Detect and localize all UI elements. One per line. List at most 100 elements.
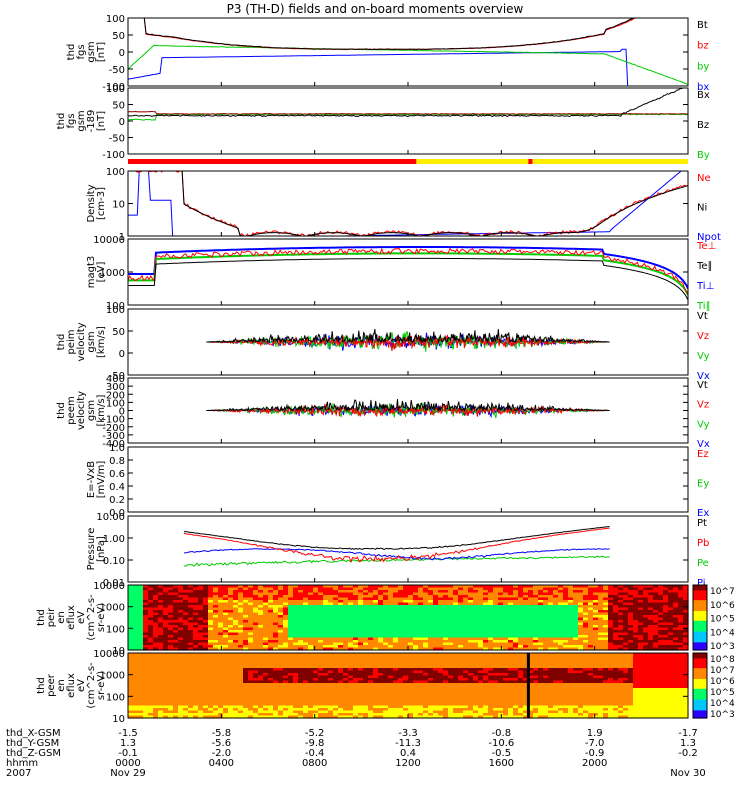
fgs-gsm-ylabel: fgs <box>66 113 77 128</box>
fgs-gsm-ylabel: -189 <box>86 110 97 133</box>
ion-spec-cells <box>128 585 689 651</box>
xaxis-tick-value: -0.5 <box>492 748 512 759</box>
xaxis-tick-value: 0400 <box>209 758 234 769</box>
peem-velocity-ylabel: peem <box>66 396 77 424</box>
bx-series <box>128 48 629 86</box>
peim-velocity-Vy-series <box>206 330 610 352</box>
Ti-par-series <box>128 252 688 296</box>
fgs-gse-legend-Bt: Bt <box>697 20 708 31</box>
elec-spec-ytick: 10000 <box>93 649 125 660</box>
xaxis-row-label: 2007 <box>6 768 31 779</box>
efield-ylabel: E=-VxB <box>86 461 97 498</box>
fgs-gse-ytick: -100 <box>102 82 125 93</box>
peem-velocity-Vt-series <box>206 399 610 413</box>
peim-velocity-legend-Vx: Vx <box>697 371 710 382</box>
Bz-series <box>128 110 688 115</box>
xaxis-tick-value: 1.3 <box>680 738 696 749</box>
pressure-ytick: 1.00 <box>103 534 125 545</box>
pressure-legend-Pt: Pt <box>697 518 707 529</box>
peim-velocity-ylabel: thd <box>56 334 67 351</box>
ion-spec-colorbar-tick: 10^4 <box>710 628 735 638</box>
xaxis-tick-value: Nov 30 <box>670 768 705 779</box>
elec-spec-colorbar <box>692 652 708 719</box>
elec-spec-ylabel: peer <box>46 673 57 697</box>
ion-spec-ylabel: thd <box>36 609 47 626</box>
peim-velocity-legend-Vy: Vy <box>697 351 710 362</box>
peem-velocity-ylabel: [km/s] <box>96 394 107 426</box>
xaxis-tick-value: -1.5 <box>118 728 138 739</box>
temperature-legend-Ti⊥: Ti⊥ <box>696 281 714 292</box>
fgs-gsm-ylabel: thd <box>56 113 67 130</box>
ion-spec-ytick: 10 <box>112 646 125 657</box>
elec-spec-ylabel: sr-eV) <box>96 671 107 700</box>
xaxis-tick-value: -5.6 <box>212 738 232 749</box>
xaxis-tick-value: 1.9 <box>587 728 603 739</box>
density-ytick: 100 <box>106 167 125 178</box>
efield-legend-Ex: Ex <box>697 508 709 519</box>
fgs-gse-ylabel: gsm <box>86 41 97 62</box>
peem-velocity-ytick: -300 <box>102 431 125 442</box>
elec-spec-colorbar-tick: 10^5 <box>710 688 735 698</box>
Ti-perp-series <box>128 246 688 289</box>
fgs-gsm-ytick: -100 <box>102 150 125 161</box>
Te-perp-series <box>128 247 688 295</box>
ion-spec-colorbar-tick: 10^7 <box>710 587 735 597</box>
ion-spec-colorbar-tick: 10^6 <box>710 601 735 611</box>
peim-velocity-ylabel: gsm <box>86 331 97 352</box>
elec-spec-ytick: 100 <box>106 692 125 703</box>
xaxis-tick-value: -5.2 <box>305 728 325 739</box>
peim-velocity-legend-Vt: Vt <box>697 311 708 322</box>
temperature-ytick: 100 <box>106 301 125 312</box>
Bx-series <box>128 88 686 118</box>
peem-velocity-ytick: 100 <box>106 398 125 409</box>
xaxis-tick-value: 1.3 <box>120 738 136 749</box>
temperature-ylabel: magt3 <box>86 256 97 289</box>
elec-spec-ylabel: eV <box>76 679 87 692</box>
efield-ytick: 0.6 <box>109 469 125 480</box>
fgs-gsm-legend-Bz: Bz <box>697 120 709 131</box>
Te-par-series <box>128 257 688 301</box>
efield-ytick: 0.8 <box>109 456 125 467</box>
xaxis-tick-value: 1200 <box>395 758 420 769</box>
xaxis-tick-value: -1.7 <box>678 728 698 739</box>
fgs-gsm-ytick: 50 <box>112 101 125 112</box>
efield-ytick: 0.0 <box>109 508 125 519</box>
peem-velocity-ytick: -100 <box>102 415 125 426</box>
pressure-ylabel: Pressure <box>86 528 97 571</box>
density-legend-Ni: Ni <box>697 203 707 214</box>
xaxis-row-label: thd_X-GSM <box>6 728 61 739</box>
fgs-gsm-ytick: 100 <box>106 84 125 95</box>
pressure-ytick: 10.00 <box>96 512 125 523</box>
peem-velocity-ytick: 400 <box>106 374 125 385</box>
plot-title: P3 (TH-D) fields and on-board moments ov… <box>227 2 524 16</box>
density-ytick: 10 <box>112 200 125 211</box>
xaxis-tick-value: -0.1 <box>118 748 138 759</box>
peem-velocity-legend-Vz: Vz <box>697 400 709 411</box>
fgs-gse-ytick: 100 <box>106 14 125 25</box>
ion-spec-colorbar <box>692 584 708 651</box>
fgs-gse-ytick: 0 <box>119 48 125 59</box>
xaxis-tick-value: 0.4 <box>400 748 416 759</box>
Ni-series <box>128 171 688 236</box>
peem-velocity-ylabel: thd <box>56 402 67 419</box>
peim-velocity-ylabel: peim <box>66 329 77 354</box>
mode-bar-burst <box>528 159 533 164</box>
ion-spec-ylabel: en <box>56 611 67 624</box>
peim-velocity-Vt-series <box>206 328 610 344</box>
mode-bar-fast <box>128 159 417 164</box>
peim-velocity-ytick: -50 <box>109 371 125 382</box>
temperature-legend-Ti∥: Ti∥ <box>696 301 711 312</box>
peem-velocity-legend-Vt: Vt <box>697 380 708 391</box>
ion-spec-ylabel: peir <box>46 607 57 627</box>
fgs-gsm-ytick: 0 <box>119 117 125 128</box>
elec-spec-cells <box>128 653 689 719</box>
ion-spec-ylabel: (cm^2-s- <box>86 594 97 641</box>
xaxis-tick-value: -0.4 <box>305 748 325 759</box>
fgs-gsm-legend-Bx: Bx <box>697 90 710 101</box>
pressure-legend-Pi: Pi <box>697 578 706 589</box>
temperature-legend-Te∥: Te∥ <box>696 261 713 272</box>
xaxis-tick-value: -0.2 <box>678 748 698 759</box>
density-legend-Ne: Ne <box>697 173 711 184</box>
fgs-gse-ylabel: fgs <box>76 44 87 59</box>
